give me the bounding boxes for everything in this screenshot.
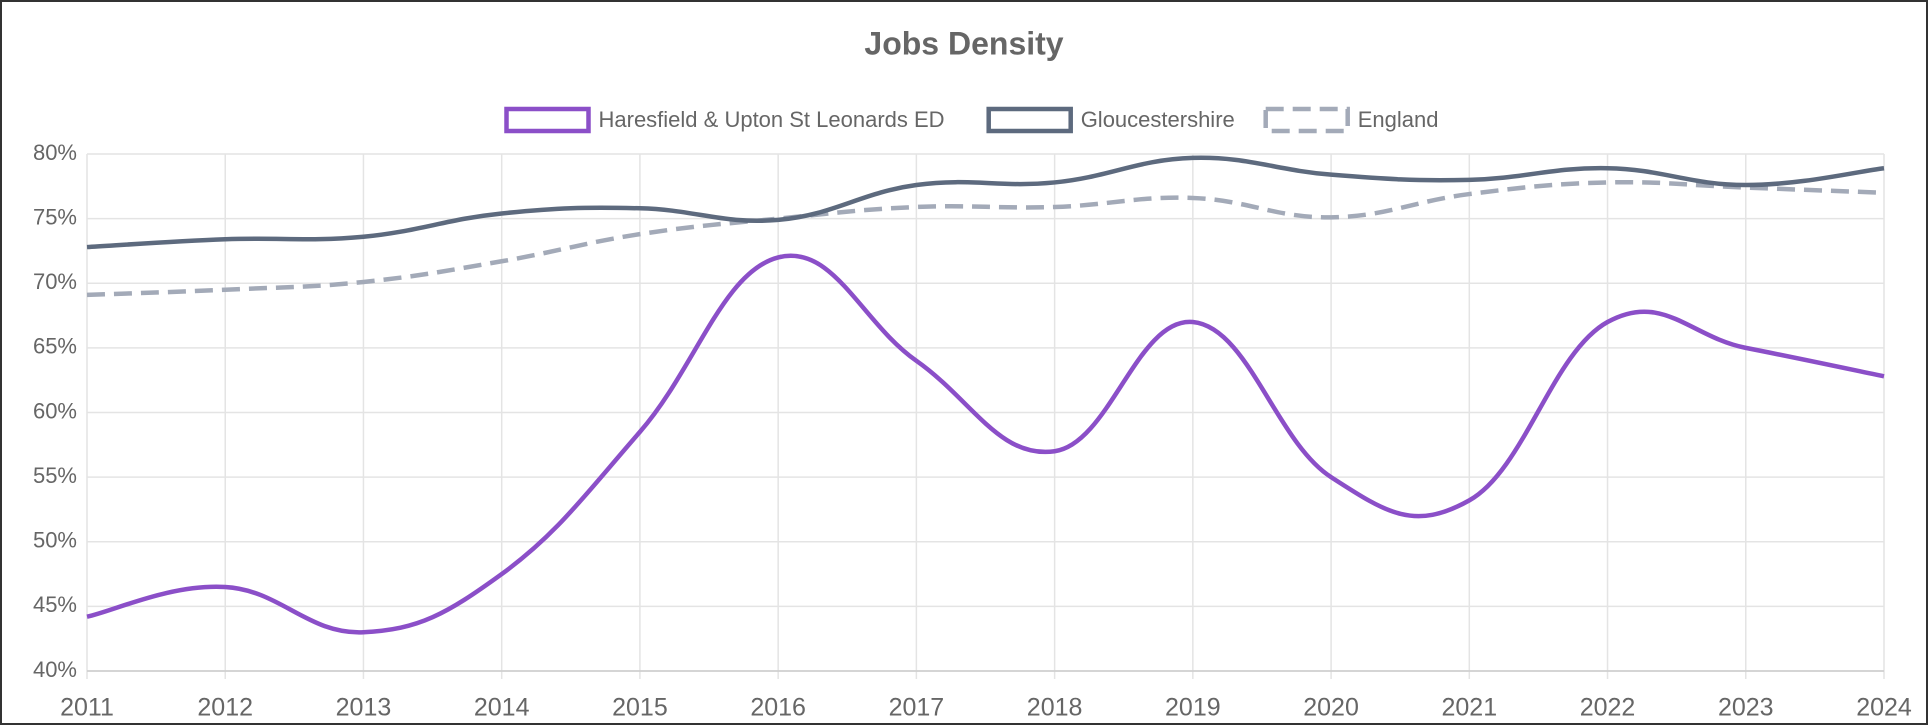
y-tick-label: 70% <box>33 269 77 294</box>
y-tick-label: 40% <box>33 657 77 682</box>
x-tick-label: 2014 <box>474 694 530 722</box>
series-line <box>86 253 1885 635</box>
y-tick-label: 75% <box>33 204 77 229</box>
chart-title: Jobs Density <box>864 25 1063 61</box>
y-tick-label: 55% <box>33 463 77 488</box>
y-tick-label: 65% <box>33 334 77 359</box>
legend-swatch <box>986 106 1073 134</box>
legend-label: England <box>1358 107 1439 132</box>
x-tick-label: 2017 <box>889 694 945 722</box>
x-tick-label: 2023 <box>1718 694 1774 722</box>
x-tick-label: 2011 <box>60 694 114 722</box>
y-tick-label: 80% <box>33 140 77 165</box>
y-tick-label: 50% <box>33 528 77 553</box>
x-tick-label: 2020 <box>1303 694 1359 722</box>
series-line <box>86 179 1885 298</box>
x-tick-label: 2016 <box>750 694 806 722</box>
x-tick-label: 2012 <box>197 694 253 722</box>
x-tick-label: 2013 <box>336 694 392 722</box>
legend-label: Haresfield & Upton St Leonards ED <box>599 107 945 132</box>
legend-label: Gloucestershire <box>1081 107 1235 132</box>
legend-swatch <box>504 106 591 134</box>
x-tick-label: 2015 <box>612 694 668 722</box>
x-tick-label: 2024 <box>1856 694 1912 722</box>
y-tick-label: 45% <box>33 592 77 617</box>
legend-swatch <box>1263 106 1350 134</box>
series-line <box>86 155 1885 250</box>
x-tick-label: 2021 <box>1441 694 1497 722</box>
x-tick-label: 2019 <box>1165 694 1221 722</box>
x-tick-label: 2022 <box>1580 694 1636 722</box>
x-tick-label: 2018 <box>1027 694 1083 722</box>
y-tick-label: 60% <box>33 398 77 423</box>
